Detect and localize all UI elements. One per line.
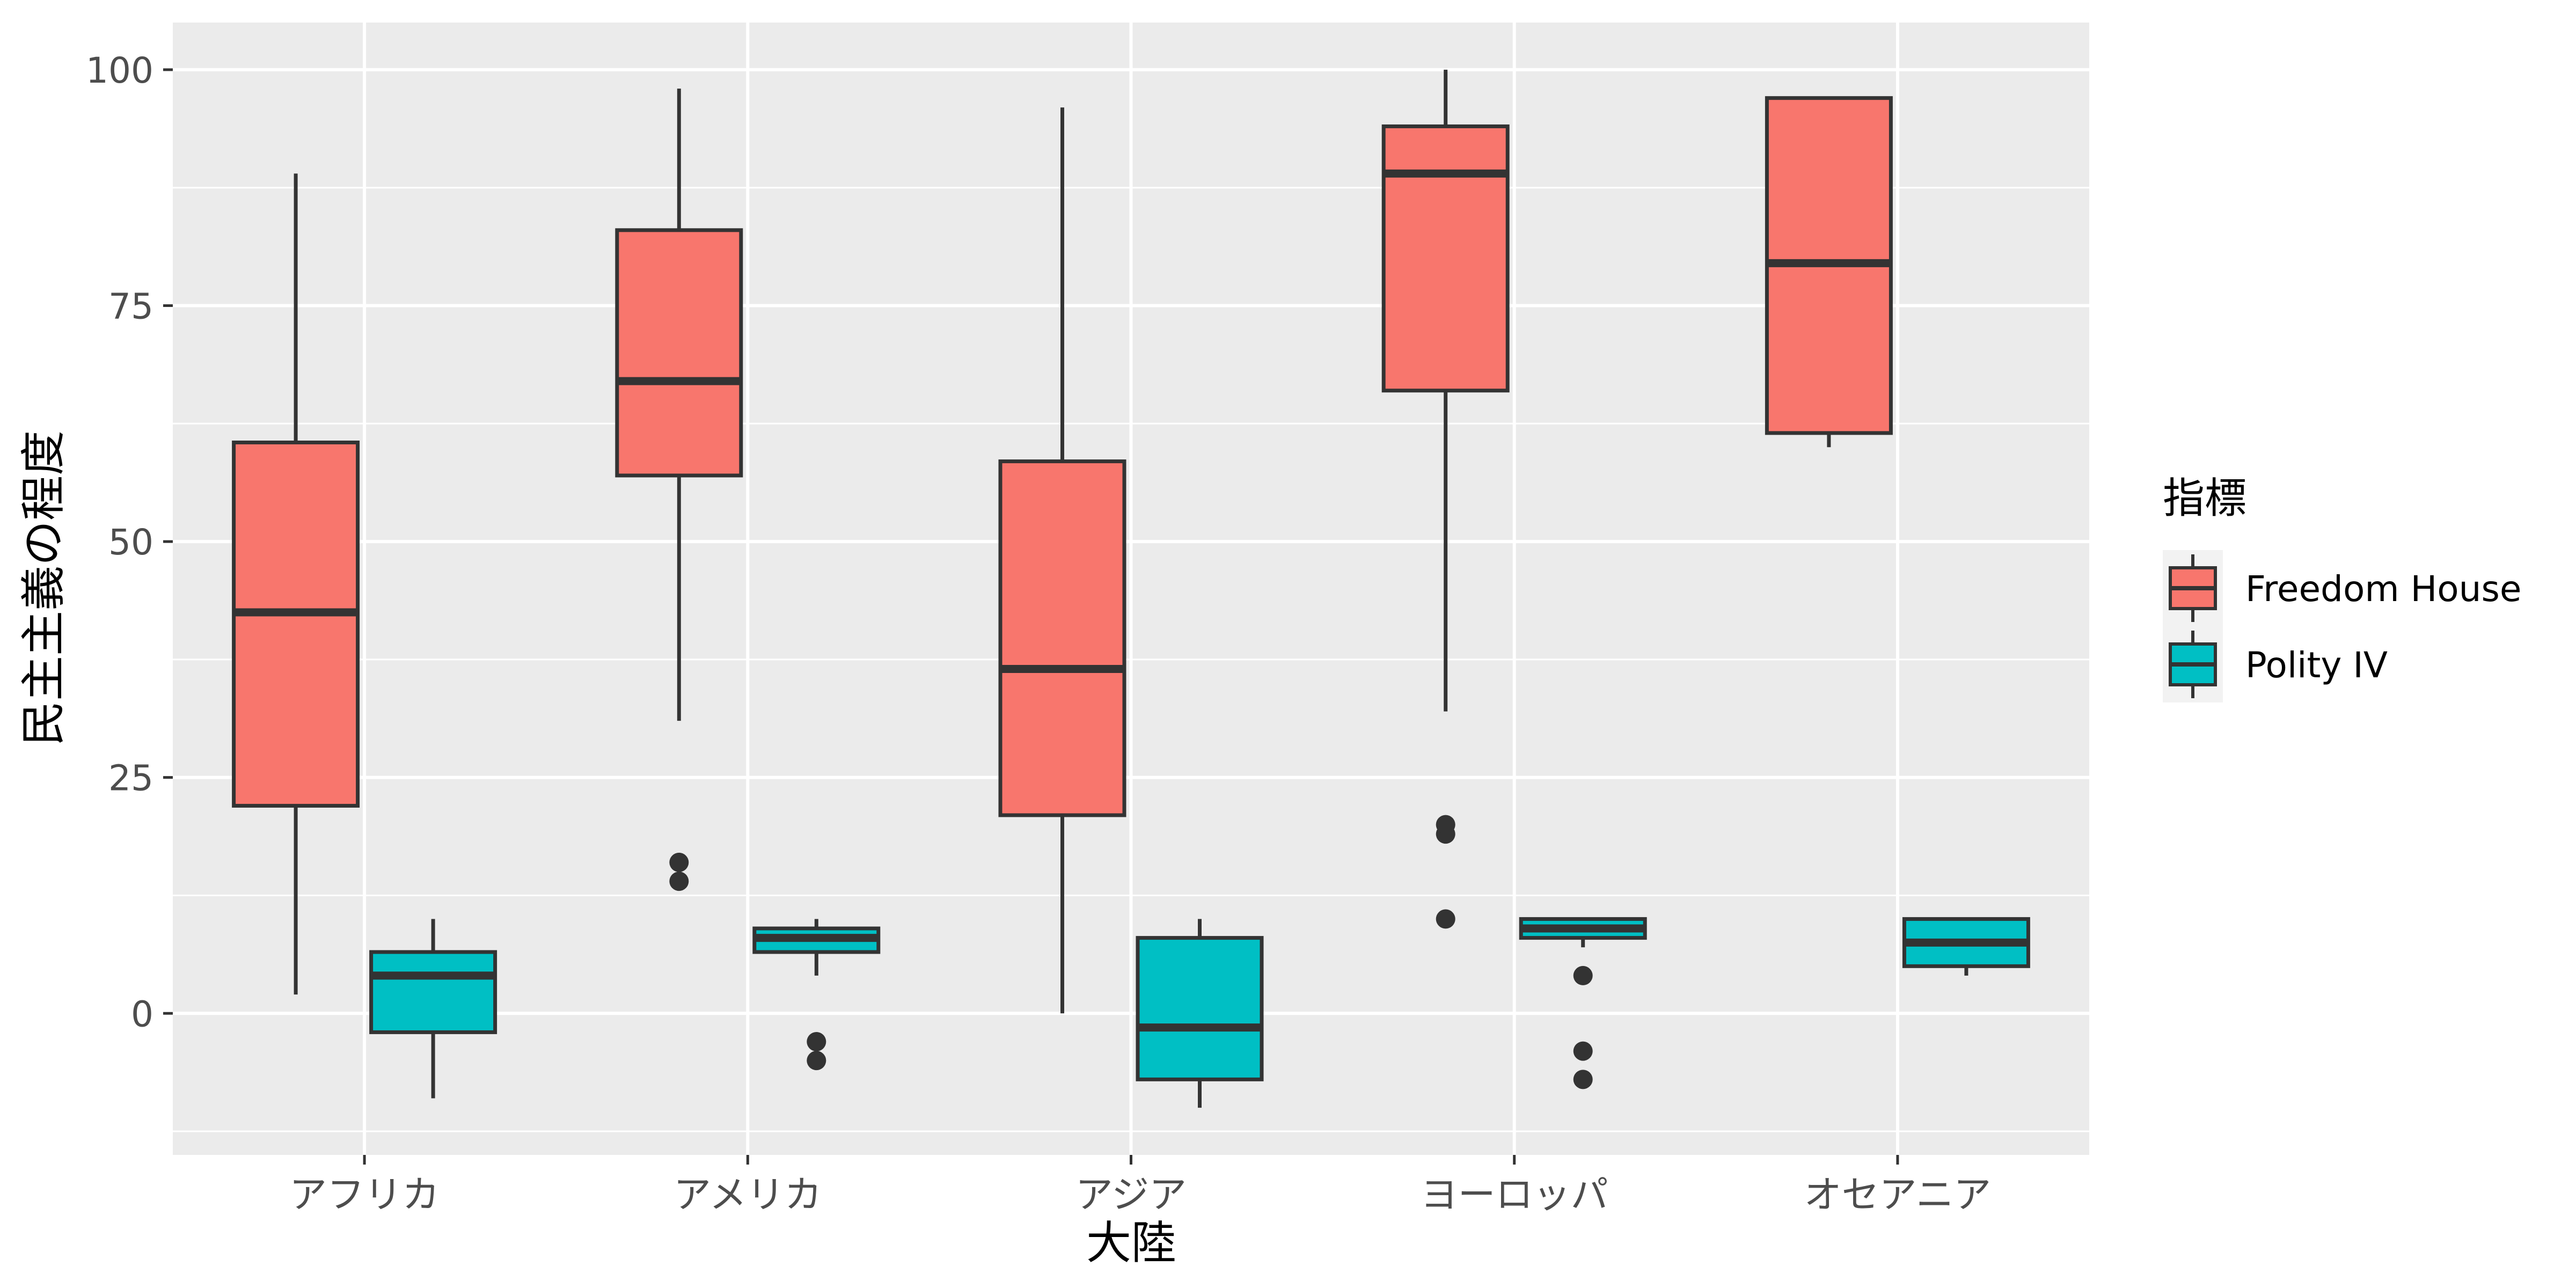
legend-title: 指標 bbox=[2163, 474, 2246, 523]
outlier-point bbox=[669, 872, 689, 891]
box-body bbox=[1136, 936, 1264, 1081]
outlier-point bbox=[1436, 909, 1455, 929]
plot-panel bbox=[173, 23, 2089, 1155]
box-body bbox=[1381, 124, 1510, 393]
box-body bbox=[232, 440, 360, 808]
box-body bbox=[998, 459, 1126, 817]
outlier-point bbox=[1573, 1070, 1593, 1089]
x-axis: アフリカ アメリカ アジア ヨーロッパ オセアニア bbox=[289, 1155, 1991, 1217]
box-freedom-house bbox=[998, 107, 1126, 1014]
box-freedom-house bbox=[1765, 96, 1893, 448]
x-tick-label: アフリカ bbox=[289, 1173, 440, 1217]
box-polity-iv bbox=[1136, 919, 1264, 1108]
outlier-point bbox=[807, 1051, 826, 1071]
x-tick-label: アメリカ bbox=[674, 1173, 822, 1217]
legend-label: Polity IV bbox=[2245, 645, 2388, 686]
y-tick-label: 100 bbox=[86, 50, 153, 91]
box-freedom-house bbox=[1381, 69, 1510, 929]
y-axis-title: 民主主義の程度 bbox=[17, 430, 70, 746]
y-tick-label: 0 bbox=[131, 993, 153, 1035]
y-tick-label: 75 bbox=[108, 286, 153, 327]
outlier-point bbox=[1573, 1041, 1593, 1061]
legend: 指標 Freedom House Polity IV bbox=[2163, 474, 2521, 702]
y-tick-label: 25 bbox=[108, 758, 153, 799]
y-axis: 0 25 50 75 100 bbox=[86, 50, 173, 1035]
box-body bbox=[369, 950, 497, 1034]
outlier-point bbox=[1573, 965, 1593, 985]
box-body bbox=[615, 228, 743, 478]
y-tick-label: 50 bbox=[108, 522, 153, 563]
x-axis-title: 大陸 bbox=[1086, 1217, 1176, 1269]
box-polity-iv bbox=[1902, 917, 2030, 976]
x-tick-label: ヨーロッパ bbox=[1421, 1173, 1608, 1217]
box-polity-iv bbox=[1519, 917, 1647, 1089]
legend-key-polity-iv bbox=[2163, 626, 2223, 702]
box-polity-iv bbox=[369, 919, 497, 1099]
x-tick-label: オセアニア bbox=[1804, 1173, 1992, 1217]
legend-key-freedom-house bbox=[2163, 550, 2223, 626]
box-freedom-house bbox=[232, 173, 360, 995]
legend-label: Freedom House bbox=[2245, 568, 2521, 610]
box-freedom-house bbox=[615, 89, 743, 891]
x-tick-label: アジア bbox=[1075, 1173, 1187, 1217]
outlier-point bbox=[807, 1032, 826, 1051]
box-polity-iv bbox=[752, 919, 881, 1071]
outlier-point bbox=[1436, 815, 1455, 835]
outlier-point bbox=[669, 852, 689, 872]
